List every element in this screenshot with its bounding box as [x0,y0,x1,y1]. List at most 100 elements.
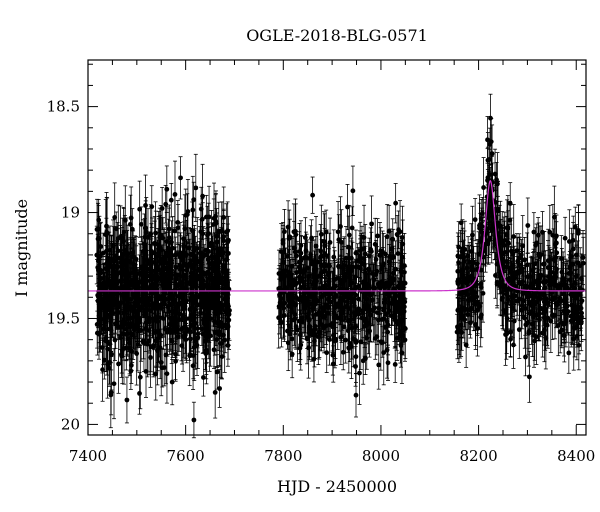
data-point [393,183,399,224]
data-point [178,156,183,200]
data-point [188,281,194,319]
data-point [165,218,171,278]
data-point [185,242,190,290]
data-point [225,296,230,331]
data-point [287,307,293,361]
data-point [400,297,406,343]
data-point [516,259,522,306]
data-point [225,324,231,367]
y-tick-label: 20 [61,415,80,433]
data-point [318,271,324,323]
data-point [194,256,200,295]
data-point [330,345,336,383]
data-point [562,277,567,344]
data-point [213,194,218,239]
data-point [287,218,293,255]
data-point [566,332,572,374]
data-point [154,256,159,305]
data-point [276,249,282,298]
data-point [124,308,130,362]
data-point [198,265,203,329]
data-point [557,310,563,354]
data-point [175,204,181,252]
data-point [514,233,520,268]
data-point [474,280,480,328]
data-point [361,232,367,265]
data-point [169,241,175,285]
data-point [225,223,231,261]
data-point [118,205,123,269]
data-point [219,302,225,349]
data-point [558,259,564,311]
data-point [525,197,531,254]
data-point [373,245,379,304]
data-point [314,259,320,295]
y-tick-label: 19.5 [47,309,80,327]
data-point [352,259,358,295]
data-point [575,240,581,286]
y-axis-title: I magnitude [12,199,31,297]
data-point [507,182,513,225]
data-point [377,222,383,289]
data-point [217,369,222,408]
data-point [191,313,197,381]
data-point [463,321,469,368]
data-point [129,332,135,371]
data-point [94,225,100,285]
data-point [579,291,584,342]
x-tick-label: 8200 [459,447,497,465]
data-point [181,296,187,358]
data-point [299,273,305,322]
data-point [219,201,225,261]
model-curve [88,179,586,292]
data-point [331,246,337,313]
data-point [376,340,382,390]
data-point [294,267,299,300]
data-point [505,263,511,330]
data-point [353,373,359,418]
data-point [108,361,114,429]
data-point [291,203,297,261]
data-point [564,278,570,334]
data-point [346,215,352,279]
data-point [527,350,532,403]
data-point [465,259,471,295]
data-point [363,341,368,376]
data-point [340,288,345,331]
data-point [169,318,175,365]
x-tick-labels: 7400 7600 7800 8000 8200 8400 [69,447,595,465]
plot-frame [87,59,587,436]
data-point [516,300,522,359]
data-point [298,235,304,272]
photometry-points [94,93,586,439]
data-point [217,285,222,340]
data-point [381,279,387,326]
x-tick-label: 7600 [167,447,205,465]
data-point [143,174,148,237]
data-point [499,254,505,317]
data-point [128,251,134,312]
x-axis-title: HJD - 2450000 [277,477,397,496]
data-point [325,253,331,296]
data-point [552,255,558,292]
data-point [158,279,163,318]
data-point [523,292,529,358]
data-point [113,226,119,286]
data-point [311,257,317,312]
data-point [163,325,169,385]
data-point [104,245,110,295]
data-point [531,212,537,252]
data-point [121,267,127,327]
data-point [396,210,402,249]
data-point [350,165,356,216]
data-point [143,305,149,352]
data-point [340,334,346,371]
data-point [343,226,349,291]
data-point [366,254,372,317]
data-point [115,294,121,330]
data-point [166,207,172,251]
data-point [456,298,462,363]
data-point [291,294,297,346]
data-point [168,183,174,218]
data-point [338,196,343,257]
